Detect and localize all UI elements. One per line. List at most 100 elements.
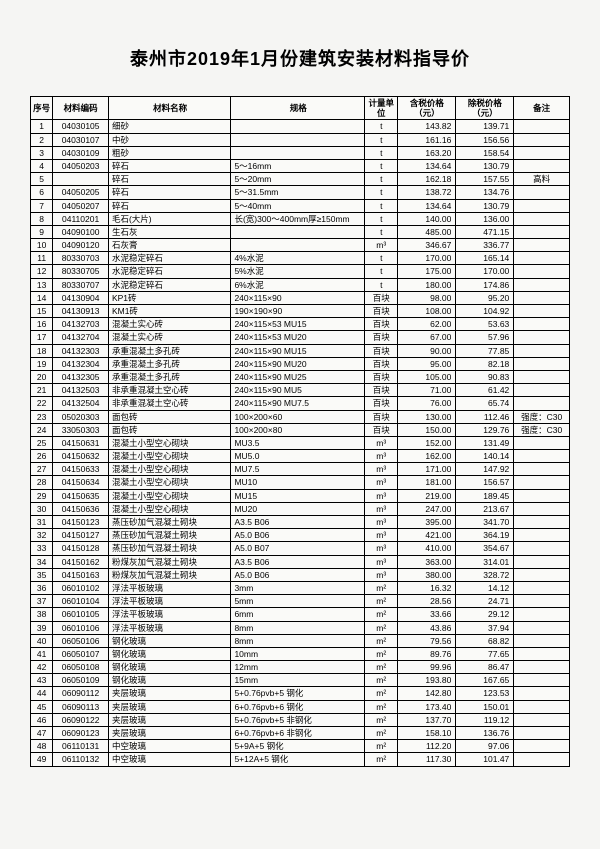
cell: 161.16 — [398, 133, 456, 146]
cell: 9 — [31, 225, 53, 238]
cell: 97.06 — [456, 740, 514, 753]
cell: 41 — [31, 647, 53, 660]
cell: m³ — [365, 463, 398, 476]
cell: 8mm — [231, 621, 365, 634]
cell: 29 — [31, 489, 53, 502]
table-row: 4506090113夹层玻璃6+0.76pvb+6 钢化m²173.40150.… — [31, 700, 570, 713]
cell: 328.72 — [456, 568, 514, 581]
table-row: 4706090123夹层玻璃6+0.76pvb+6 非钢化m²158.10136… — [31, 727, 570, 740]
cell: 6mm — [231, 608, 365, 621]
cell — [514, 476, 570, 489]
cell: 157.55 — [456, 173, 514, 186]
cell: 百块 — [365, 397, 398, 410]
cell: 131.49 — [456, 436, 514, 449]
cell: 百块 — [365, 331, 398, 344]
table-row: 1180330703水泥稳定碎石4%水泥t170.00165.14 — [31, 252, 570, 265]
cell: 152.00 — [398, 436, 456, 449]
cell: 04050207 — [53, 199, 109, 212]
cell: 百块 — [365, 370, 398, 383]
cell: 百块 — [365, 423, 398, 436]
cell: 156.56 — [456, 133, 514, 146]
cell: 14.12 — [456, 581, 514, 594]
table-row: 4006050106钢化玻璃8mmm²79.5668.82 — [31, 634, 570, 647]
cell: 22 — [31, 397, 53, 410]
cell — [514, 146, 570, 159]
cell: MU10 — [231, 476, 365, 489]
cell: 33 — [31, 542, 53, 555]
page-title: 泰州市2019年1月份建筑安装材料指导价 — [30, 45, 570, 71]
cell: 04150163 — [53, 568, 109, 581]
table-row: 3606010102浮法平板玻璃3mmm²16.3214.12 — [31, 581, 570, 594]
table-row: 2433050303面包砖100×200×80百块150.00129.76强度：… — [31, 423, 570, 436]
cell — [514, 239, 570, 252]
cell: 134.64 — [398, 159, 456, 172]
cell: 碎石 — [108, 173, 231, 186]
cell: 混凝土小型空心砌块 — [108, 502, 231, 515]
cell: t — [365, 133, 398, 146]
cell — [514, 555, 570, 568]
cell: 130.00 — [398, 410, 456, 423]
table-row: 2904150635混凝土小型空心砌块MU15m³219.00189.45 — [31, 489, 570, 502]
cell: 40 — [31, 634, 53, 647]
cell — [514, 595, 570, 608]
cell: 165.14 — [456, 252, 514, 265]
col-price-tax: 含税价格（元） — [398, 97, 456, 120]
cell: 123.53 — [456, 687, 514, 700]
cell — [514, 159, 570, 172]
cell — [514, 225, 570, 238]
cell: 钢化玻璃 — [108, 647, 231, 660]
cell: 5+9A+5 钢化 — [231, 740, 365, 753]
cell: 浮法平板玻璃 — [108, 621, 231, 634]
cell: 38 — [31, 608, 53, 621]
cell: 混凝土实心砖 — [108, 318, 231, 331]
cell — [514, 186, 570, 199]
cell: 100×200×60 — [231, 410, 365, 423]
cell: 21 — [31, 384, 53, 397]
cell: 04030107 — [53, 133, 109, 146]
cell: 134.64 — [398, 199, 456, 212]
cell: 485.00 — [398, 225, 456, 238]
cell: 364.19 — [456, 529, 514, 542]
cell: 112.46 — [456, 410, 514, 423]
cell: 06010105 — [53, 608, 109, 621]
cell: t — [365, 186, 398, 199]
cell: 碎石 — [108, 186, 231, 199]
cell: 3mm — [231, 581, 365, 594]
cell: 04132704 — [53, 331, 109, 344]
cell — [514, 581, 570, 594]
cell: m³ — [365, 436, 398, 449]
table-row: 604050205碎石5～31.5mmt138.72134.76 — [31, 186, 570, 199]
cell: 26 — [31, 450, 53, 463]
cell: 175.00 — [398, 265, 456, 278]
cell: 钢化玻璃 — [108, 634, 231, 647]
cell: 06110132 — [53, 753, 109, 766]
cell: 5～16mm — [231, 159, 365, 172]
table-row: 2604150632混凝土小型空心砌块MU5.0m³162.00140.14 — [31, 450, 570, 463]
cell — [514, 727, 570, 740]
cell: 48 — [31, 740, 53, 753]
cell: 15 — [31, 305, 53, 318]
cell: 119.12 — [456, 713, 514, 726]
cell — [514, 384, 570, 397]
cell: 04150162 — [53, 555, 109, 568]
cell: 2 — [31, 133, 53, 146]
cell — [514, 265, 570, 278]
cell: 夹层玻璃 — [108, 700, 231, 713]
cell: m² — [365, 727, 398, 740]
cell — [514, 344, 570, 357]
cell: 04150635 — [53, 489, 109, 502]
cell: t — [365, 225, 398, 238]
table-row: 1904132304承重混凝土多孔砖240×115×90 MU20百块95.00… — [31, 357, 570, 370]
cell: m³ — [365, 568, 398, 581]
cell: 06010102 — [53, 581, 109, 594]
cell: 147.92 — [456, 463, 514, 476]
col-name: 材料名称 — [108, 97, 231, 120]
cell: m³ — [365, 542, 398, 555]
cell: 27 — [31, 463, 53, 476]
cell: 04132504 — [53, 397, 109, 410]
cell: 117.30 — [398, 753, 456, 766]
cell — [231, 120, 365, 133]
table-row: 3204150127蒸压砂加气混凝土砌块A5.0 B06m³421.00364.… — [31, 529, 570, 542]
col-note: 备注 — [514, 97, 570, 120]
cell — [514, 450, 570, 463]
